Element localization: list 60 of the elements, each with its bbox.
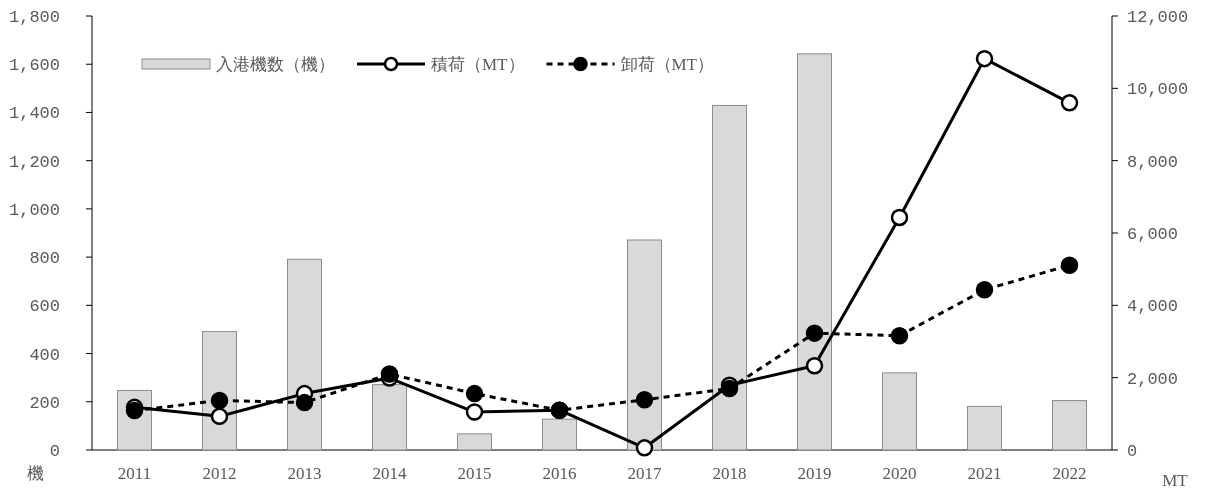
y-tick-label: 200 <box>29 393 60 413</box>
bar <box>797 53 832 451</box>
point <box>635 439 654 457</box>
bar <box>627 239 662 451</box>
point <box>890 208 909 227</box>
point <box>1060 94 1079 112</box>
bar <box>287 258 322 451</box>
x-tick-label: 2018 <box>712 464 747 483</box>
y-tick-label: 600 <box>29 297 60 317</box>
y-tick-label: 1,800 <box>8 8 60 27</box>
point <box>295 393 314 412</box>
point <box>210 391 229 410</box>
x-tick-label: 2011 <box>117 464 152 483</box>
y-axis-title: 機 <box>26 464 44 483</box>
legend-label: 積荷（MT） <box>431 55 525 74</box>
y2-tick-label: 6,000 <box>1127 225 1179 244</box>
y2-tick-label: 2,000 <box>1127 369 1179 389</box>
point <box>210 407 229 426</box>
legend-label: 入港機数（機） <box>216 55 335 74</box>
bar <box>542 418 577 451</box>
y-tick-label: 800 <box>29 249 60 269</box>
x-tick-label: 2016 <box>542 464 577 483</box>
y2-tick-label: 10,000 <box>1127 80 1189 100</box>
bar <box>967 405 1002 451</box>
point <box>1060 256 1079 274</box>
bar <box>457 433 492 451</box>
bar <box>882 372 917 451</box>
point <box>805 324 824 342</box>
bar <box>372 384 407 451</box>
y-tick-label: 1,400 <box>8 104 60 124</box>
x-tick-label: 2013 <box>287 464 322 483</box>
y-tick-label: 400 <box>29 345 60 365</box>
x-tick-label: 2017 <box>627 464 662 483</box>
y-tick-label: 1,600 <box>8 56 60 76</box>
x-tick-label: 2021 <box>967 464 1002 483</box>
y-tick-label: 1,000 <box>8 200 60 220</box>
point <box>975 281 994 299</box>
bar <box>712 104 747 451</box>
y2-axis-title: MT <box>1162 471 1189 490</box>
point <box>465 384 484 403</box>
point <box>465 403 484 421</box>
y-tick-label: 0 <box>49 442 60 461</box>
bar <box>1052 400 1087 451</box>
y2-tick-label: 4,000 <box>1127 297 1179 317</box>
y2-tick-label: 0 <box>1127 442 1138 461</box>
x-tick-label: 2012 <box>202 464 237 483</box>
point <box>975 49 994 68</box>
point <box>890 326 909 345</box>
x-tick-label: 2015 <box>457 464 492 483</box>
x-tick-label: 2014 <box>372 464 407 483</box>
x-tick-label: 2022 <box>1052 464 1087 483</box>
point <box>805 356 824 375</box>
point <box>635 390 654 409</box>
y2-tick-label: 12,000 <box>1127 8 1189 27</box>
legend-label: 卸荷（MT） <box>620 55 714 74</box>
y-tick-label: 1,200 <box>8 152 60 172</box>
point <box>380 365 399 383</box>
x-tick-label: 2020 <box>882 464 917 483</box>
x-tick-label: 2019 <box>797 464 832 483</box>
y2-tick-label: 8,000 <box>1127 152 1179 172</box>
